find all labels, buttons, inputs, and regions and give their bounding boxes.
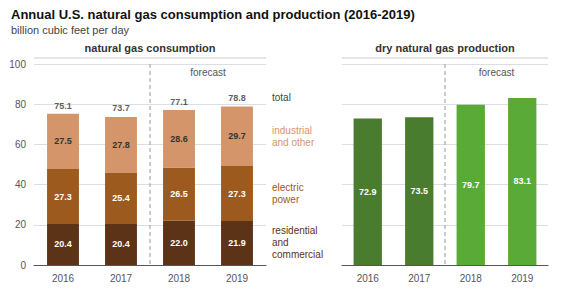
svg-text:2019: 2019: [511, 273, 534, 284]
svg-text:dry natural gas production: dry natural gas production: [375, 42, 515, 54]
svg-text:60: 60: [15, 139, 27, 150]
svg-text:20.4: 20.4: [54, 239, 72, 249]
svg-text:77.1: 77.1: [170, 97, 188, 107]
svg-text:27.8: 27.8: [112, 140, 130, 150]
svg-text:72.9: 72.9: [359, 187, 377, 197]
svg-text:residential: residential: [272, 225, 318, 236]
svg-text:73.7: 73.7: [112, 103, 130, 113]
svg-text:billion cubic feet per day: billion cubic feet per day: [11, 24, 130, 36]
svg-text:industrial: industrial: [272, 125, 312, 136]
svg-text:natural gas consumption: natural gas consumption: [85, 42, 216, 54]
svg-text:22.0: 22.0: [170, 238, 188, 248]
svg-text:total: total: [272, 92, 291, 103]
svg-text:power: power: [272, 194, 300, 205]
svg-text:2016: 2016: [357, 273, 380, 284]
svg-text:20: 20: [15, 219, 27, 230]
svg-text:27.5: 27.5: [54, 136, 72, 146]
svg-text:20.4: 20.4: [112, 239, 130, 249]
svg-text:2016: 2016: [52, 273, 75, 284]
svg-text:Annual U.S. natural gas consum: Annual U.S. natural gas consumption and …: [11, 7, 415, 22]
svg-text:2017: 2017: [110, 273, 133, 284]
svg-text:80: 80: [15, 99, 27, 110]
svg-text:27.3: 27.3: [54, 192, 72, 202]
svg-text:2018: 2018: [168, 273, 191, 284]
svg-text:26.5: 26.5: [170, 189, 188, 199]
svg-text:83.1: 83.1: [513, 176, 531, 186]
svg-text:21.9: 21.9: [228, 238, 246, 248]
svg-text:and other: and other: [272, 137, 315, 148]
svg-text:and: and: [272, 237, 289, 248]
svg-text:28.6: 28.6: [170, 134, 188, 144]
svg-text:29.7: 29.7: [228, 131, 246, 141]
svg-text:commercial: commercial: [272, 249, 323, 260]
svg-text:40: 40: [15, 179, 27, 190]
svg-text:0: 0: [20, 260, 26, 271]
svg-text:27.3: 27.3: [228, 189, 246, 199]
svg-text:79.7: 79.7: [462, 180, 480, 190]
svg-text:2018: 2018: [460, 273, 483, 284]
svg-text:73.5: 73.5: [410, 186, 428, 196]
svg-text:2019: 2019: [226, 273, 249, 284]
svg-text:forecast: forecast: [479, 67, 515, 78]
svg-text:78.8: 78.8: [228, 93, 246, 103]
svg-text:25.4: 25.4: [112, 193, 130, 203]
svg-text:forecast: forecast: [190, 67, 226, 78]
svg-text:100: 100: [9, 59, 26, 70]
svg-text:2017: 2017: [408, 273, 431, 284]
svg-text:electric: electric: [272, 182, 304, 193]
svg-text:75.1: 75.1: [54, 101, 72, 111]
